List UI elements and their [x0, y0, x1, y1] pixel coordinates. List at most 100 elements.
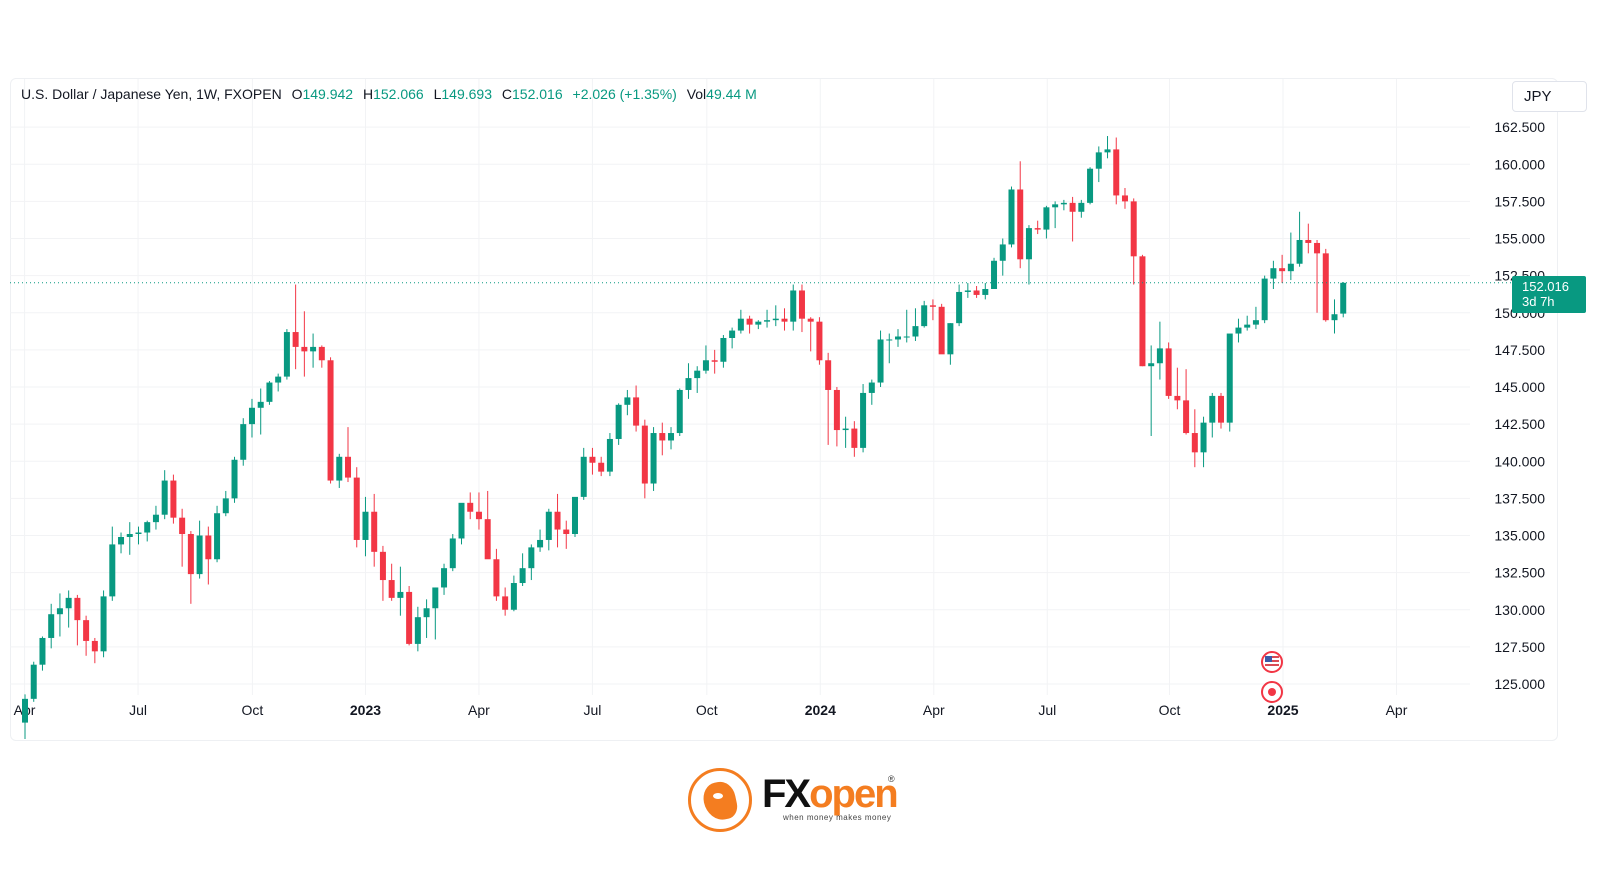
candle-body	[345, 456, 352, 478]
candle	[685, 363, 692, 399]
candle-body	[563, 529, 570, 535]
candle-body	[833, 389, 840, 431]
candle	[886, 333, 893, 364]
brand-tagline: when money makes money	[783, 813, 892, 822]
candle	[964, 283, 971, 298]
candle-body	[1113, 149, 1120, 196]
volume-value: 49.44 M	[706, 86, 757, 102]
candle	[493, 548, 500, 601]
candle-body	[746, 318, 753, 325]
y-tick-label: 137.500	[1494, 490, 1545, 506]
candle-body	[624, 397, 631, 405]
candle-body	[668, 433, 675, 441]
candle	[353, 467, 360, 548]
candle-body	[1148, 363, 1155, 367]
candle-body	[589, 456, 596, 463]
x-tick-label: Apr	[1386, 702, 1408, 718]
candle-body	[371, 511, 378, 552]
candle	[283, 329, 290, 380]
candle-body	[1121, 195, 1128, 202]
candle	[571, 496, 578, 537]
currency-button[interactable]: JPY	[1512, 81, 1587, 112]
candle-body	[423, 608, 430, 618]
candle	[833, 387, 840, 447]
candle-body	[1095, 152, 1102, 169]
candle	[947, 323, 954, 365]
candle	[118, 532, 125, 554]
candle	[563, 520, 570, 549]
symbol-title[interactable]: U.S. Dollar / Japanese Yen, 1W, FXOPEN	[21, 86, 282, 102]
candle-body	[109, 544, 116, 597]
candle	[1052, 201, 1059, 229]
y-tick-label: 130.000	[1494, 602, 1545, 618]
close-value: 152.016	[512, 86, 563, 102]
candle	[641, 419, 648, 499]
candle	[973, 286, 980, 298]
candle-body	[406, 591, 413, 644]
candle	[1314, 239, 1321, 313]
candle-body	[240, 424, 247, 460]
candle	[65, 590, 72, 628]
candle-body	[519, 568, 526, 584]
candle-body	[1296, 239, 1303, 264]
us-flag-event-icon[interactable]	[1261, 651, 1283, 673]
candle	[755, 320, 762, 330]
candle	[100, 590, 107, 658]
chart-panel[interactable]	[10, 78, 1558, 741]
candle-body	[1060, 202, 1067, 205]
candle-body	[22, 698, 28, 723]
candle	[388, 563, 395, 601]
candle-body	[449, 538, 456, 569]
candle	[196, 520, 203, 579]
candle-body	[1270, 268, 1277, 279]
candle-body	[152, 514, 159, 523]
candle	[1174, 367, 1181, 410]
brand-logo: FXopen ® when money makes money	[688, 768, 928, 842]
candle-body	[641, 425, 648, 484]
candle-body	[877, 339, 884, 383]
candle-body	[1043, 207, 1050, 230]
candle	[214, 505, 221, 563]
candle	[729, 327, 736, 349]
candle	[982, 283, 989, 300]
candle-body	[764, 320, 771, 322]
candle	[205, 526, 212, 585]
candle-body	[327, 360, 334, 481]
candle-body	[842, 428, 849, 431]
candle-body	[248, 407, 255, 425]
candle	[48, 603, 55, 649]
candle-body	[170, 480, 177, 518]
high-value: 152.066	[373, 86, 424, 102]
dividend-event-icon[interactable]	[1261, 681, 1283, 703]
candle	[1139, 254, 1146, 367]
candle	[144, 520, 151, 542]
candle-body	[982, 288, 989, 295]
candle-body	[720, 337, 727, 362]
candle	[126, 522, 133, 555]
candle	[1252, 306, 1259, 330]
candle-body	[929, 305, 936, 307]
candle-body	[56, 608, 63, 615]
open-value: 149.942	[302, 86, 354, 102]
x-tick-label: Oct	[696, 702, 718, 718]
candle-body	[65, 597, 72, 609]
candle	[1165, 342, 1172, 399]
candle-body	[685, 378, 692, 390]
candle-body	[179, 517, 186, 535]
candle-body	[1017, 189, 1024, 260]
candle	[83, 615, 90, 656]
candle-body	[1174, 395, 1181, 401]
y-axis: 125.000 127.500 130.000 132.500 135.000 137.5…	[1494, 119, 1545, 692]
candle-body	[633, 397, 640, 426]
candle	[1209, 392, 1216, 438]
candle-body	[196, 535, 203, 575]
candle-body	[903, 336, 910, 338]
candle-body	[807, 318, 814, 322]
candle-body	[214, 513, 221, 560]
candle-body	[964, 290, 971, 292]
candle-body	[91, 640, 98, 652]
candle	[135, 526, 142, 545]
candle-body	[266, 382, 273, 402]
candle	[825, 352, 832, 445]
